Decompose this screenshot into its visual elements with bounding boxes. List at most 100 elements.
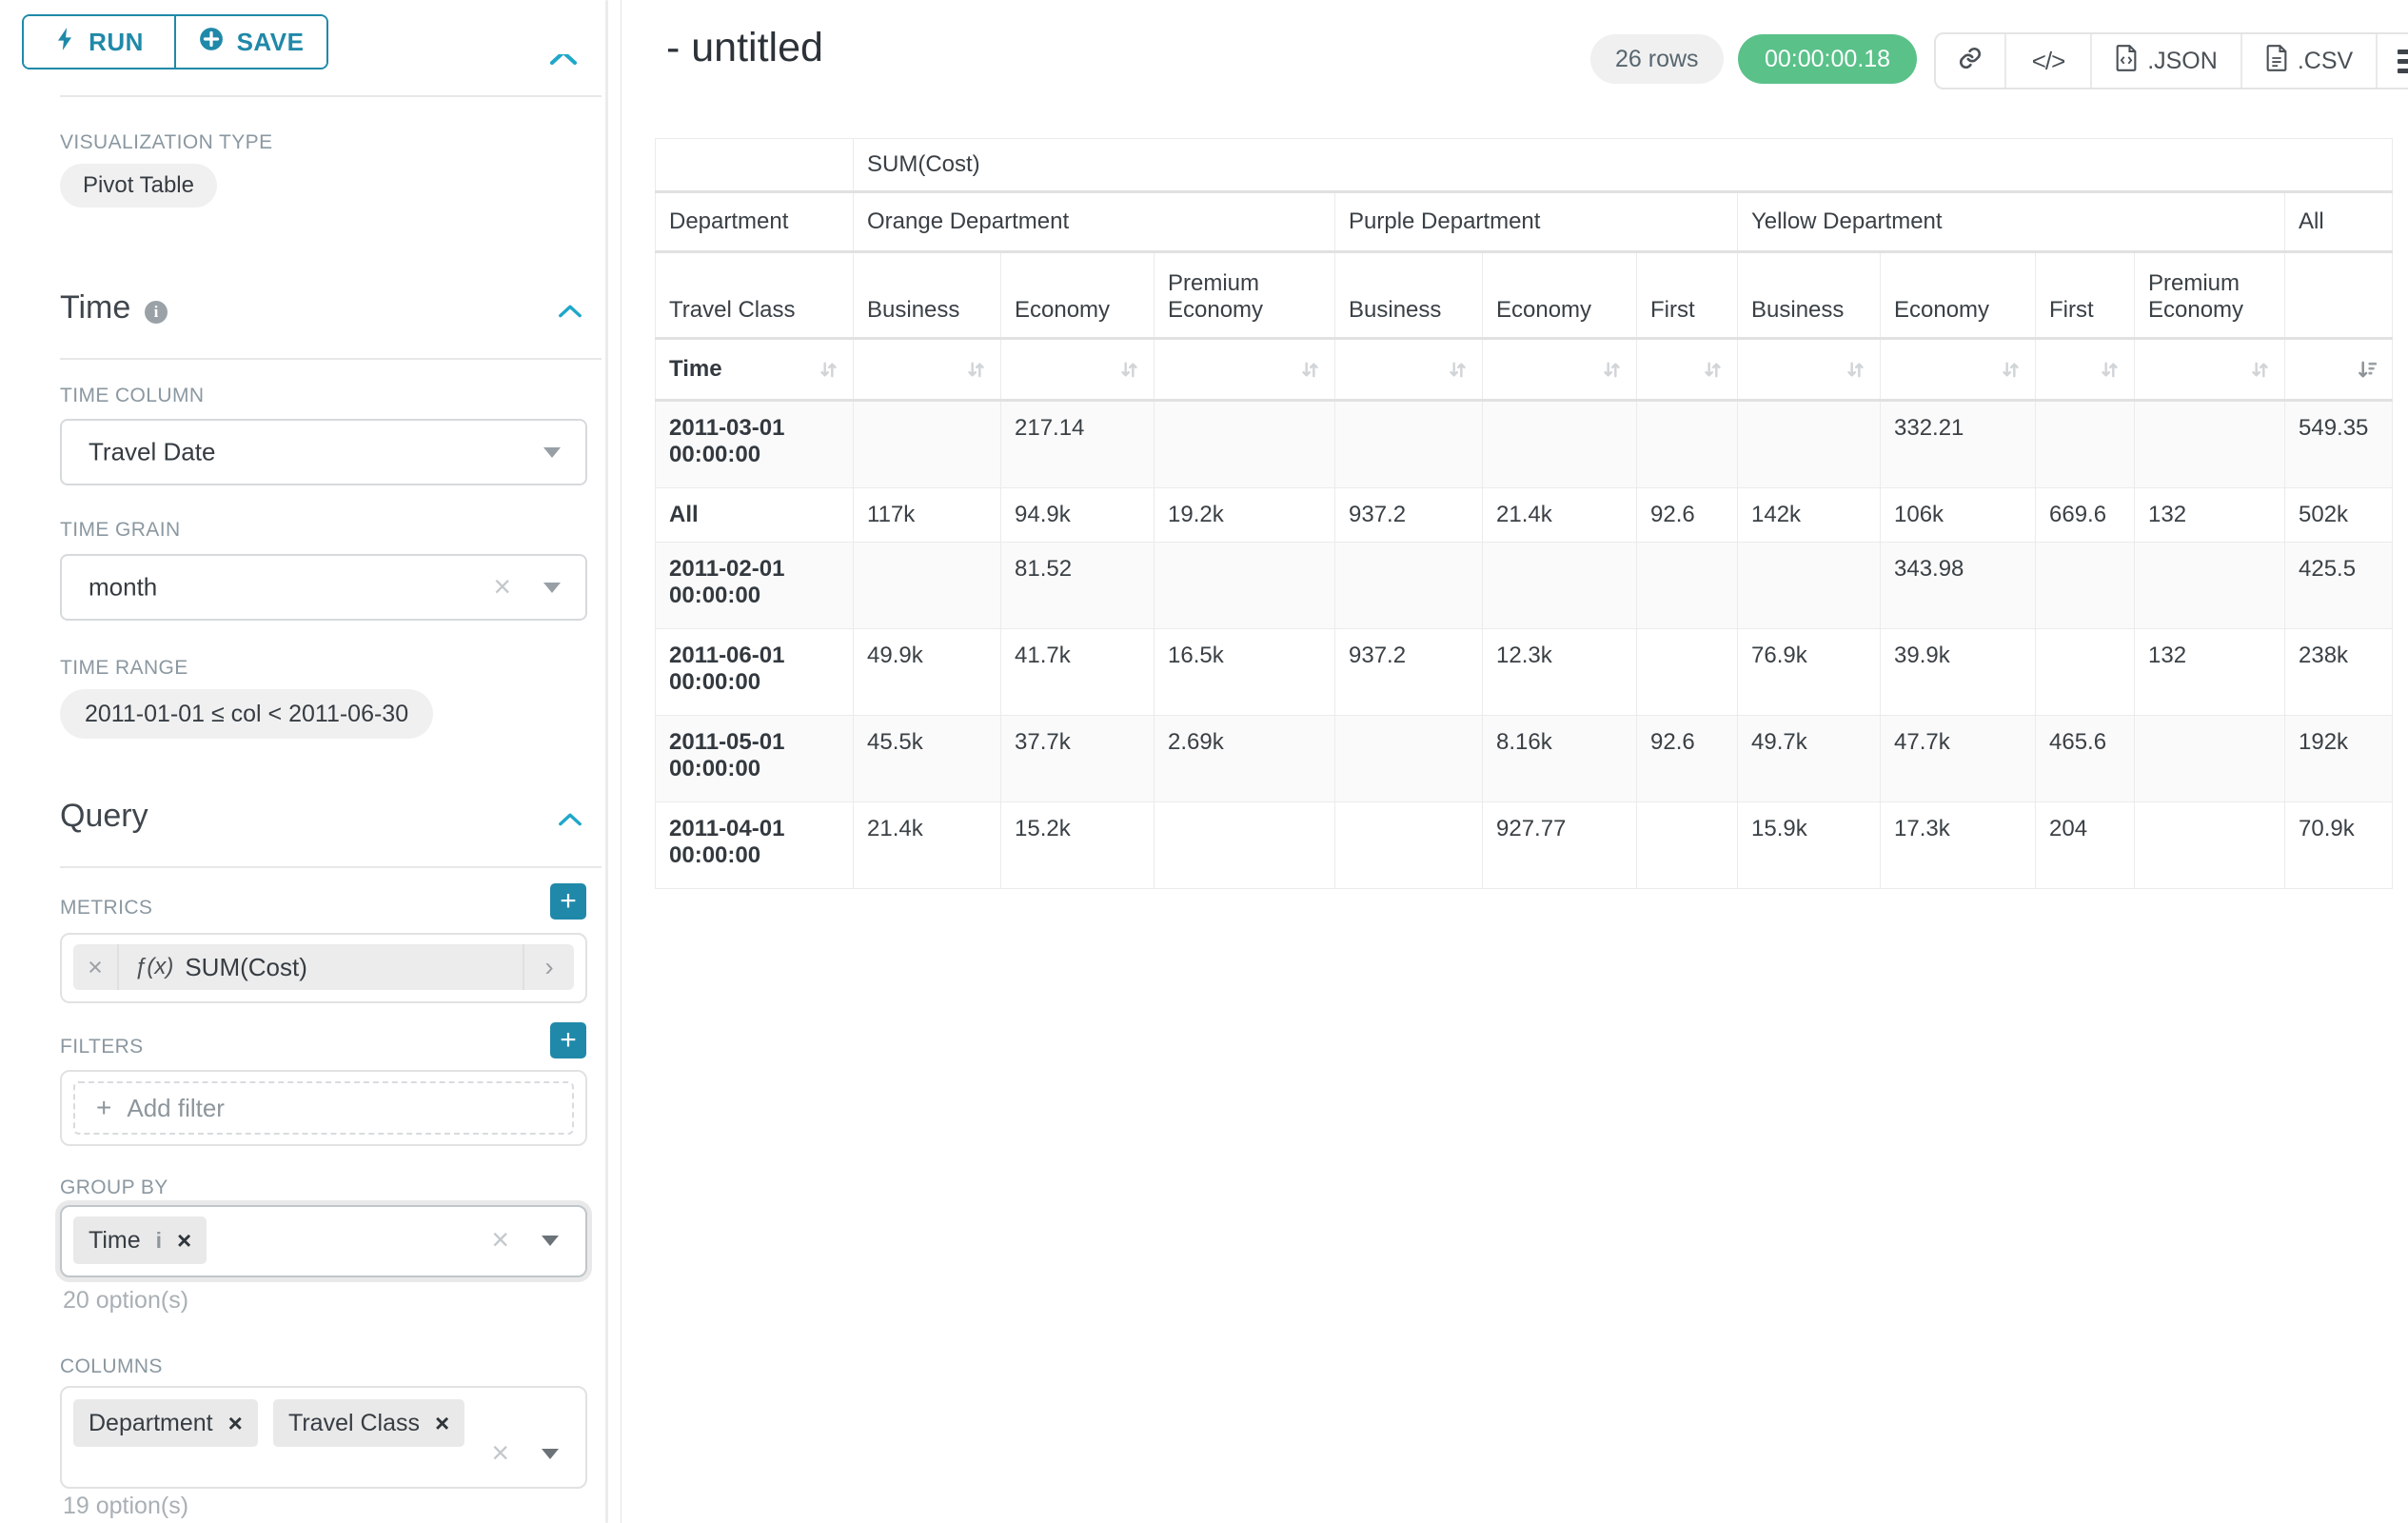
metric-header-cell: SUM(Cost)	[853, 138, 2393, 192]
caret-down-icon	[543, 447, 561, 458]
value-cell	[1636, 542, 1738, 629]
value-cell: 45.5k	[853, 715, 1001, 802]
table-row: 2011-03-01 00:00:00 217.14 332.21 549.35	[655, 400, 2393, 488]
panel-scrollbar[interactable]	[605, 0, 608, 1523]
metric-chip[interactable]: × ƒ(x) SUM(Cost) ›	[73, 944, 574, 990]
sort-icon[interactable]	[818, 359, 839, 381]
row-time-cell: 2011-03-01 00:00:00	[655, 400, 854, 488]
column-header: Economy	[1482, 250, 1637, 339]
remove-chip-icon[interactable]: ×	[227, 1408, 243, 1437]
value-cell: 142k	[1737, 487, 1881, 543]
value-cell	[1636, 628, 1738, 716]
sort-header-cell	[1880, 337, 2036, 402]
add-filter-button[interactable]: + Add filter	[73, 1081, 574, 1135]
time-column-select[interactable]: Travel Date	[60, 419, 587, 485]
value-cell	[1154, 801, 1335, 889]
value-cell: 132	[2134, 628, 2285, 716]
add-filter-plus-button[interactable]: +	[550, 1022, 586, 1058]
sort-icon[interactable]	[1601, 359, 1623, 381]
table-row: All 117k 94.9k 19.2k 937.2 21.4k 92.6 142k 106k 6…	[655, 487, 2393, 543]
group-by-options-hint: 20 option(s)	[63, 1287, 189, 1314]
sort-icon[interactable]	[1118, 359, 1140, 381]
value-cell	[1334, 542, 1483, 629]
divider	[60, 866, 602, 868]
sort-icon[interactable]	[1447, 359, 1469, 381]
value-cell	[2035, 542, 2135, 629]
value-cell: 21.4k	[853, 801, 1001, 889]
info-icon[interactable]: i	[155, 1227, 163, 1253]
sort-icon[interactable]	[2249, 359, 2271, 381]
add-metric-button[interactable]: +	[550, 883, 586, 920]
clear-icon[interactable]: ×	[493, 569, 511, 603]
remove-metric-icon[interactable]: ×	[73, 944, 119, 990]
column-header: Economy	[1000, 250, 1155, 339]
time-label-cell: Time	[655, 337, 854, 402]
value-cell: 204	[2035, 801, 2135, 889]
add-filter-label: Add filter	[127, 1093, 225, 1122]
menu-icon	[2398, 49, 2408, 73]
more-menu-button[interactable]	[2376, 34, 2408, 88]
sort-header-cell	[1154, 337, 1335, 402]
value-cell: 94.9k	[1000, 487, 1155, 543]
value-cell: 343.98	[1880, 542, 2036, 629]
value-cell	[1737, 400, 1881, 488]
run-button[interactable]: RUN	[24, 16, 174, 68]
sort-header-cell	[853, 337, 1001, 402]
value-cell: 106k	[1880, 487, 2036, 543]
value-cell: 2.69k	[1154, 715, 1335, 802]
sort-icon[interactable]	[965, 359, 987, 381]
remove-chip-icon[interactable]: ×	[177, 1225, 192, 1255]
value-cell: 41.7k	[1000, 628, 1155, 716]
export-csv-button[interactable]: .CSV	[2240, 34, 2376, 88]
value-cell: 502k	[2284, 487, 2393, 543]
save-button[interactable]: SAVE	[174, 16, 326, 68]
caret-down-icon	[542, 1236, 559, 1246]
copy-link-button[interactable]	[1936, 34, 2004, 88]
export-json-button[interactable]: .JSON	[2090, 34, 2240, 88]
time-range-value[interactable]: 2011-01-01 ≤ col < 2011-06-30	[60, 689, 434, 739]
value-cell	[2134, 715, 2285, 802]
visualization-type-value[interactable]: Pivot Table	[60, 164, 217, 208]
sort-desc-icon[interactable]	[2357, 359, 2378, 381]
row-time-cell: 2011-02-01 00:00:00	[655, 542, 854, 629]
chart-title[interactable]: - untitled	[666, 25, 823, 70]
filters-box: + Add filter	[60, 1070, 587, 1146]
sort-icon[interactable]	[2000, 359, 2022, 381]
time-section-collapse-icon[interactable]	[557, 303, 583, 324]
column-header: Business	[853, 250, 1001, 339]
value-cell	[2134, 400, 2285, 488]
value-cell: 332.21	[1880, 400, 2036, 488]
query-section-collapse-icon[interactable]	[557, 811, 583, 832]
columns-chip[interactable]: Department ×	[73, 1399, 258, 1447]
group-by-label: GROUP BY	[60, 1177, 168, 1198]
group-by-chip[interactable]: Time i ×	[73, 1216, 207, 1264]
sort-icon[interactable]	[1845, 359, 1866, 381]
query-section-title: Query	[60, 798, 148, 834]
remove-chip-icon[interactable]: ×	[435, 1408, 450, 1437]
value-cell: 21.4k	[1482, 487, 1637, 543]
column-header: Business	[1737, 250, 1881, 339]
sort-icon[interactable]	[1299, 359, 1321, 381]
code-icon: </>	[2031, 46, 2066, 75]
time-label: Time	[669, 356, 722, 382]
column-header: Economy	[1880, 250, 2036, 339]
clear-icon[interactable]: ×	[491, 1222, 509, 1256]
value-cell	[1334, 715, 1483, 802]
columns-chip[interactable]: Travel Class ×	[273, 1399, 465, 1447]
clear-icon[interactable]: ×	[491, 1435, 509, 1470]
time-grain-select[interactable]: month ×	[60, 554, 587, 621]
sort-icon[interactable]	[2099, 359, 2121, 381]
columns-select[interactable]: Department × Travel Class × ×	[60, 1386, 587, 1489]
add-icon: +	[96, 1093, 112, 1122]
department-label-cell: Department	[655, 190, 854, 252]
department-group-header: All	[2284, 190, 2393, 252]
sort-header-cell	[1482, 337, 1637, 402]
sort-icon[interactable]	[1702, 359, 1724, 381]
value-cell: 465.6	[2035, 715, 2135, 802]
sort-header-cell	[1737, 337, 1881, 402]
group-by-select[interactable]: Time i × ×	[60, 1205, 587, 1277]
info-icon[interactable]: i	[145, 301, 168, 324]
embed-code-button[interactable]: </>	[2004, 34, 2090, 88]
visualization-type-label: VISUALIZATION TYPE	[60, 131, 273, 153]
chevron-right-icon[interactable]: ›	[523, 944, 574, 990]
